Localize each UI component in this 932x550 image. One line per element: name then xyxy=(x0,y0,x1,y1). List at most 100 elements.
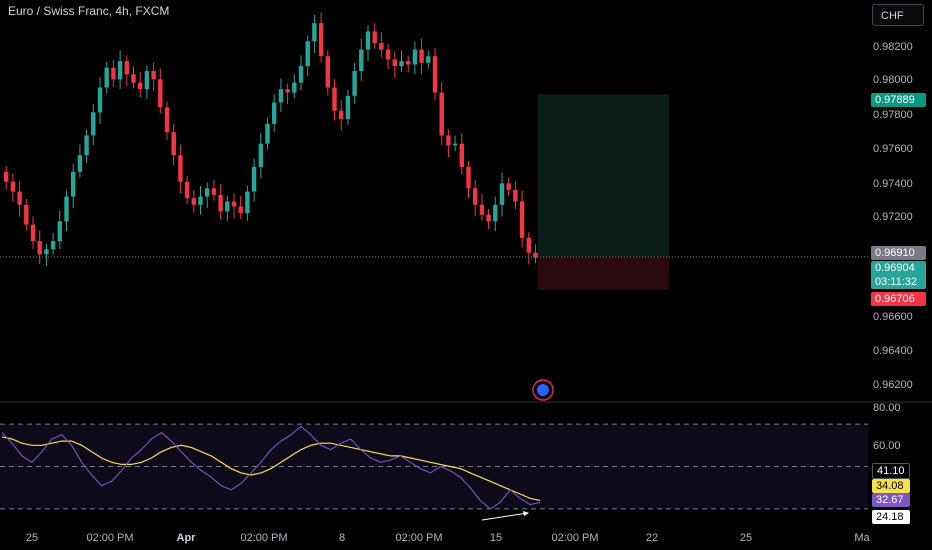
events-marker-icon xyxy=(537,384,549,396)
candle-body xyxy=(412,49,418,65)
candle-body xyxy=(258,143,263,167)
candle-body xyxy=(372,31,377,43)
candle-body xyxy=(238,206,243,214)
candle-body xyxy=(305,41,310,67)
time-tick: 02:00 PM xyxy=(395,532,443,544)
candle-body xyxy=(77,155,83,172)
candle-body xyxy=(419,49,424,63)
candle-body xyxy=(359,49,364,72)
candle-body xyxy=(251,166,257,192)
candle-body xyxy=(466,166,471,189)
candle-body xyxy=(144,71,150,90)
candle-body xyxy=(506,183,511,190)
events-marker xyxy=(532,379,554,401)
candle-body xyxy=(392,59,397,67)
candle-body xyxy=(446,135,451,146)
candle-body xyxy=(178,155,183,182)
price-tick: 0.98200 xyxy=(873,41,913,53)
candle-body xyxy=(439,92,444,136)
candle-body xyxy=(285,89,290,93)
rsi-lower-label: 24.18 xyxy=(872,510,910,524)
candle-body xyxy=(50,241,56,250)
candle-body xyxy=(499,183,505,205)
candle-body xyxy=(97,87,103,113)
candle-body xyxy=(57,221,62,242)
candle-body xyxy=(426,56,431,63)
rsi-tick: 60.00 xyxy=(873,440,901,452)
candle-body xyxy=(10,181,16,192)
candle-body xyxy=(265,123,270,144)
candle-body xyxy=(211,188,217,195)
candle-body xyxy=(312,23,317,42)
time-tick: Ma xyxy=(854,532,870,544)
candle-body xyxy=(191,198,196,205)
candle-body xyxy=(171,132,176,156)
price-tick: 0.97600 xyxy=(873,143,913,155)
candle-body xyxy=(184,181,190,199)
candle-body xyxy=(158,79,163,108)
candle-body xyxy=(486,214,491,222)
candle-body xyxy=(164,107,170,133)
stop-price-badge: 0.96706 xyxy=(871,292,926,306)
candle-body xyxy=(245,191,250,214)
time-tick: 02:00 PM xyxy=(86,532,134,544)
countdown-badge: 03:11:32 xyxy=(871,275,926,289)
divergence-arrow xyxy=(481,512,529,521)
rsi-tick: 80.00 xyxy=(873,402,901,414)
candle-body xyxy=(37,241,42,255)
candle-body xyxy=(533,252,538,258)
candle-body xyxy=(151,71,156,80)
candle-body xyxy=(104,67,109,88)
rsi-line xyxy=(1,425,541,510)
candle-body xyxy=(479,204,485,215)
candle-body xyxy=(519,201,525,238)
candle-body xyxy=(278,89,284,103)
price-tick: 0.96400 xyxy=(873,345,913,357)
take-profit-zone xyxy=(538,94,669,256)
candle-body xyxy=(4,171,9,182)
candle-body xyxy=(345,95,351,119)
candle-body xyxy=(205,188,210,197)
candle-body xyxy=(198,196,203,205)
price-tick: 0.98000 xyxy=(873,74,913,86)
candle-body xyxy=(131,74,136,83)
candle-body xyxy=(406,61,411,65)
candle-body xyxy=(292,82,297,93)
rsi-value-label: 32.67 xyxy=(872,493,910,507)
time-tick: 02:00 PM xyxy=(240,532,288,544)
candle-body xyxy=(379,42,384,50)
time-tick: 8 xyxy=(338,532,346,544)
rsi-ma-label: 34.08 xyxy=(872,479,910,493)
candle-body xyxy=(117,61,123,80)
candle-body xyxy=(30,224,36,242)
candle-body xyxy=(339,110,344,119)
last-price-badge: 0.96904 xyxy=(871,261,926,275)
rsi-upper-label: 41.10 xyxy=(872,463,910,479)
candle-body xyxy=(24,204,29,225)
time-tick: 25 xyxy=(25,532,39,544)
divergence-arrowhead xyxy=(523,511,529,516)
candle-body xyxy=(385,49,391,60)
candle-body xyxy=(71,171,76,197)
candle-body xyxy=(272,102,277,124)
rsi-ma-line xyxy=(1,436,541,501)
price-tick: 0.96600 xyxy=(873,311,913,323)
price-tick: 0.97200 xyxy=(873,211,913,223)
candle-body xyxy=(352,71,357,96)
candle-body xyxy=(84,135,89,156)
candle-body xyxy=(325,56,330,88)
candle-body xyxy=(91,112,96,136)
candle-body xyxy=(111,67,116,80)
candle-body xyxy=(332,87,337,111)
candle-body xyxy=(218,194,223,212)
candle-body xyxy=(452,143,458,146)
time-tick: 22 xyxy=(645,532,659,544)
candle-body xyxy=(44,249,49,255)
target-price-badge: 0.97889 xyxy=(871,93,926,107)
candle-body xyxy=(459,143,464,167)
candle-body xyxy=(64,196,69,222)
candle-body xyxy=(298,66,304,83)
candle-body xyxy=(17,191,22,205)
currency-button[interactable]: CHF xyxy=(872,4,924,26)
